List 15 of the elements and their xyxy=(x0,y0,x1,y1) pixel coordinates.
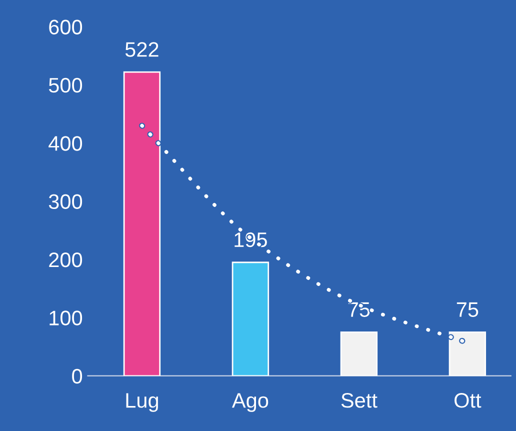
x-tick-label: Sett xyxy=(341,393,378,408)
y-tick-label: 400 xyxy=(48,136,82,151)
y-tick-label: 200 xyxy=(49,252,82,268)
y-tick-label: 500 xyxy=(48,78,82,93)
y-tick-label: 600 xyxy=(49,20,82,34)
y-tick-label: 0 xyxy=(72,368,82,384)
data-label: 522 xyxy=(125,42,158,57)
y-tick-label: 100 xyxy=(50,310,82,326)
x-tick-label: Lug xyxy=(126,393,158,412)
bar xyxy=(340,332,378,376)
bar xyxy=(232,262,270,376)
x-tick-label: Ago xyxy=(232,393,268,412)
x-tick-label: Ott xyxy=(454,393,482,408)
y-tick-label: 300 xyxy=(48,194,82,210)
data-label: 75 xyxy=(456,302,478,317)
